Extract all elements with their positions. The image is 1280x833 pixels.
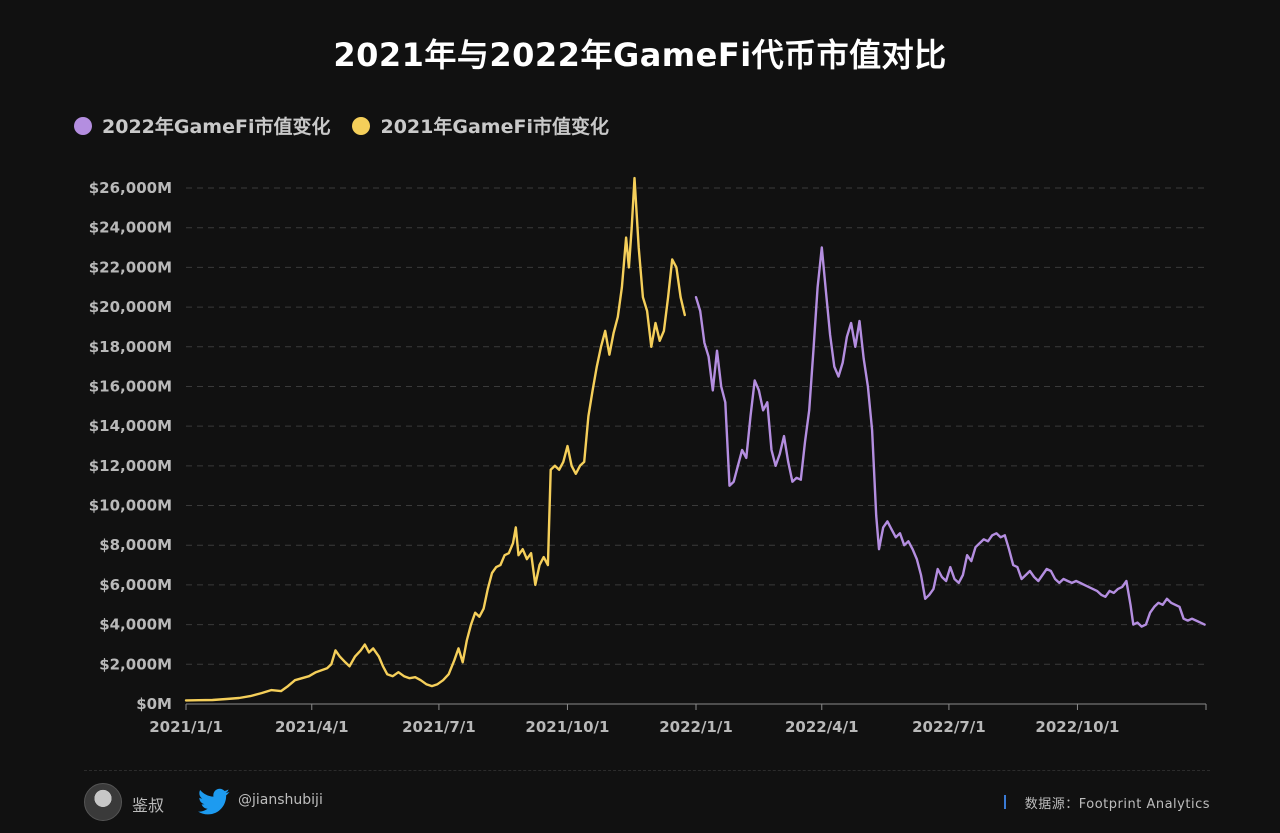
x-tick-label: 2022/1/1 (659, 718, 733, 736)
x-tick-label: 2021/10/1 (525, 718, 609, 736)
x-tick-label: 2022/10/1 (1035, 718, 1119, 736)
series-line-2022 (694, 246, 1206, 628)
y-tick-label: $10,000M (89, 497, 172, 515)
legend-item-2021[interactable]: 2021年GameFi市值变化 (352, 112, 609, 139)
footer-divider (84, 770, 1210, 771)
legend-item-2022[interactable]: 2022年GameFi市值变化 (74, 112, 330, 139)
series-line-2021 (184, 176, 686, 702)
y-tick-label: $4,000M (99, 616, 172, 634)
y-tick-label: $6,000M (99, 576, 172, 594)
legend-label-2021: 2021年GameFi市值变化 (380, 116, 609, 138)
legend-swatch-2021 (352, 116, 371, 135)
x-tick-label: 2021/1/1 (149, 718, 223, 736)
data-source: 数据源：Footprint Analytics (1024, 797, 1210, 812)
author-name: 鉴叔 (132, 796, 165, 815)
x-tick-label: 2022/7/1 (912, 718, 986, 736)
twitter-handle[interactable]: @jianshubiji (238, 792, 323, 808)
chart-title: 2021年与2022年GameFi代币市值对比 (333, 36, 947, 74)
y-tick-label: $20,000M (89, 298, 172, 316)
y-tick-label: $26,000M (89, 179, 172, 197)
x-tick-label: 2022/4/1 (785, 718, 859, 736)
source-marker (1004, 795, 1006, 809)
footer: 鉴叔 @jianshubiji 数据源：Footprint Analytics (0, 780, 1280, 824)
twitter-icon[interactable] (198, 788, 230, 816)
y-tick-label: $0M (136, 695, 172, 713)
legend: 2022年GameFi市值变化 2021年GameFi市值变化 (74, 112, 609, 139)
legend-swatch-2022 (74, 116, 92, 135)
y-tick-label: $16,000M (89, 377, 172, 395)
y-tick-label: $18,000M (89, 338, 172, 356)
x-tick-label: 2021/4/1 (275, 718, 349, 736)
y-tick-label: $12,000M (89, 457, 172, 475)
author-avatar (84, 783, 122, 821)
y-tick-label: $14,000M (89, 417, 172, 435)
y-tick-label: $24,000M (89, 219, 172, 237)
legend-label-2022: 2022年GameFi市值变化 (102, 116, 331, 138)
y-tick-label: $8,000M (99, 536, 172, 554)
y-tick-label: $2,000M (99, 655, 172, 673)
y-tick-label: $22,000M (89, 258, 172, 276)
line-chart: $0M $2,000M $4,000M $6,000M $8,000M $10,000M $… (89, 176, 1207, 736)
x-tick-label: 2021/7/1 (402, 718, 476, 736)
